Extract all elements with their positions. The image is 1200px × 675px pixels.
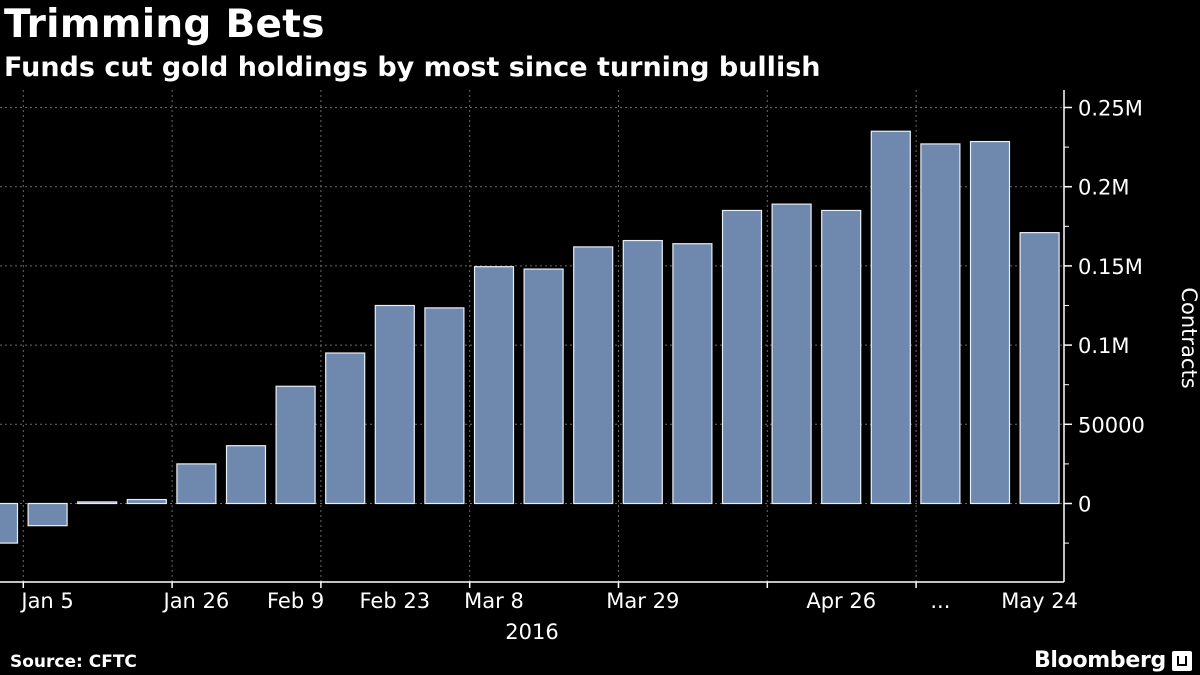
x-tick-label: Jan 5	[19, 589, 73, 613]
bar	[374, 304, 415, 505]
y-tick-label: 0	[1078, 493, 1091, 517]
x-tick-label: Apr 26	[806, 589, 876, 613]
chart-subtitle: Funds cut gold holdings by most since tu…	[4, 52, 821, 83]
x-tick-label: Feb 9	[267, 589, 324, 613]
chart-title: Trimming Bets	[4, 2, 325, 47]
bar	[0, 502, 19, 544]
y-axis-label: Contracts	[1177, 287, 1200, 388]
y-tick-label: 0.15M	[1078, 255, 1143, 279]
x-tick-label: Mar 29	[606, 589, 679, 613]
bar	[77, 501, 118, 505]
bar	[622, 239, 663, 505]
x-tick-label: May 24	[1001, 589, 1078, 613]
bar	[821, 209, 862, 505]
bar	[27, 502, 68, 527]
bar	[771, 203, 812, 505]
bar	[275, 385, 316, 505]
source-note: Source: CFTC	[10, 652, 137, 672]
bar	[721, 209, 763, 505]
x-tick-label: Feb 23	[360, 589, 431, 613]
bar	[969, 140, 1011, 505]
x-tick-label: Jan 26	[162, 589, 230, 613]
bar	[126, 498, 167, 505]
bloomberg-logo: Bloomberg	[1033, 648, 1166, 673]
y-tick-label: 0.1M	[1078, 334, 1130, 358]
bar	[325, 352, 366, 505]
bar	[870, 130, 911, 505]
bar	[424, 307, 465, 505]
terminal-icon	[1172, 651, 1192, 671]
bar	[573, 246, 614, 505]
bar	[225, 445, 267, 505]
bar	[672, 243, 713, 505]
y-tick-label: 0.25M	[1078, 97, 1143, 121]
bar	[523, 268, 564, 505]
bar	[176, 463, 217, 505]
bar	[920, 143, 961, 505]
x-tick-label: Mar 8	[464, 589, 524, 613]
x-axis-label: 2016	[505, 620, 558, 644]
bar	[1019, 232, 1060, 505]
y-tick-label: 0.2M	[1078, 176, 1130, 200]
x-tick-label: ...	[930, 589, 950, 613]
bar	[473, 266, 515, 505]
y-tick-label: 50000	[1078, 413, 1145, 437]
